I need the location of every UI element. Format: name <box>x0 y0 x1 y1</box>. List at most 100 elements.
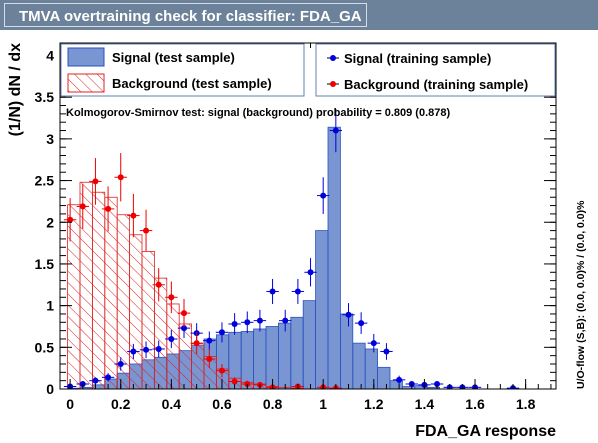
marker-point <box>408 380 415 387</box>
signal-training-point <box>241 311 254 334</box>
background-training-point <box>165 281 178 314</box>
legend-background-test-label: Background (test sample) <box>112 76 272 91</box>
background-training-point <box>152 268 165 302</box>
marker-point <box>307 269 314 276</box>
marker-point <box>155 281 162 288</box>
y-tick-label: 3.5 <box>35 89 55 105</box>
signal-training-point <box>392 375 406 384</box>
y-tick-label: 3 <box>46 131 54 147</box>
background-test-bin <box>166 303 180 389</box>
background-training-point <box>190 332 203 354</box>
x-tick-label: 1.4 <box>415 396 435 412</box>
x-tick-label: 1.8 <box>516 396 536 412</box>
marker-point <box>181 325 187 332</box>
signal-training-point <box>354 312 368 334</box>
marker-point <box>193 340 200 347</box>
signal-training-point <box>114 357 127 371</box>
signal-training-point <box>89 377 102 384</box>
signal-training-point <box>329 108 343 153</box>
marker-point <box>79 380 86 387</box>
signal-training-point <box>291 278 305 304</box>
marker-point <box>206 355 213 362</box>
marker-point <box>130 212 137 219</box>
y-tick-label: 1 <box>46 298 54 314</box>
marker-point <box>105 374 112 381</box>
background-test-bin <box>153 277 168 389</box>
axes: 0 0.2 0.4 0.6 0.8 1 1.2 1.4 1.6 1.8 0 0.5 1 1.5 2 2.5 3 3… <box>35 43 556 412</box>
background-training-point <box>101 186 115 232</box>
background-test-bin <box>79 181 93 389</box>
background-training-point <box>127 193 140 238</box>
legend-background-train-label: Background (training sample) <box>344 77 528 92</box>
signal-training-point <box>165 329 178 349</box>
marker-point <box>244 319 251 326</box>
background-training-point <box>76 183 89 229</box>
marker-point <box>218 329 225 336</box>
background-test-bin <box>67 204 81 389</box>
marker-point <box>117 360 124 367</box>
background-training-point <box>89 158 102 205</box>
background-training-point <box>63 198 77 242</box>
title-box: TMVA overtraining check for classifier: … <box>4 3 367 27</box>
legend-signal-test-swatch <box>67 47 105 67</box>
signal-training-point <box>139 341 153 359</box>
marker-point <box>434 380 441 387</box>
signal-training-point <box>228 313 241 335</box>
marker-point <box>143 346 150 353</box>
signal-training-point <box>203 331 216 350</box>
marker-point <box>92 377 99 384</box>
marker-point <box>332 127 339 134</box>
y-tick-label: 0.5 <box>35 339 55 355</box>
background-training-point <box>203 349 216 369</box>
background-test-bin <box>141 251 155 389</box>
signal-training-point <box>101 373 115 382</box>
marker-point <box>320 192 327 199</box>
signal-training-point <box>266 278 279 304</box>
marker-point <box>256 317 263 324</box>
x-tick-label: 1.6 <box>465 396 485 412</box>
background-test-bin <box>104 196 118 389</box>
window-title: TMVA overtraining check for classifier: … <box>19 8 362 25</box>
background-test-bin <box>129 234 143 389</box>
marker-point <box>383 348 390 355</box>
signal-training-point <box>316 177 330 214</box>
signal-training-point <box>367 333 380 353</box>
signal-training-point <box>279 309 292 332</box>
marker-point <box>218 367 225 374</box>
legend-signal-train-marker <box>327 55 339 61</box>
background-test-bin <box>91 191 106 389</box>
marker-point <box>231 320 238 327</box>
marker-point <box>168 335 175 342</box>
marker-point <box>181 310 187 317</box>
signal-training-point <box>152 340 165 358</box>
background-test-bin <box>191 343 205 389</box>
signal-training-point <box>342 303 355 327</box>
marker-point <box>206 337 213 344</box>
signal-training-point <box>304 258 317 287</box>
signal-training-point <box>127 343 140 359</box>
signal-training-markers <box>63 108 520 389</box>
signal-test-bin <box>377 366 391 389</box>
marker-point <box>105 205 112 212</box>
x-tick-label: 0.8 <box>263 396 283 412</box>
marker-point <box>231 378 238 385</box>
signal-training-point <box>215 322 229 343</box>
x-tick-label: 0.2 <box>111 396 131 412</box>
background-test-bin <box>178 323 192 389</box>
x-tick-label: 0.6 <box>212 396 232 412</box>
title-bar: TMVA overtraining check for classifier: … <box>0 0 598 30</box>
marker-point <box>282 317 289 324</box>
marker-point <box>143 227 150 234</box>
legend-right-box <box>315 43 556 97</box>
signal-test-bin <box>389 380 403 389</box>
signal-training-point <box>76 380 89 387</box>
marker-point <box>168 294 175 301</box>
background-training-point <box>215 363 229 378</box>
background-training-point <box>177 298 191 328</box>
x-tick-label: 0 <box>66 396 74 412</box>
x-axis-label: FDA_GA response <box>415 423 556 440</box>
y-tick-label: 0 <box>46 381 54 397</box>
ks-test-text: Kolmogorov-Smirnov test: signal (backgro… <box>66 107 450 119</box>
marker-point <box>396 376 403 383</box>
